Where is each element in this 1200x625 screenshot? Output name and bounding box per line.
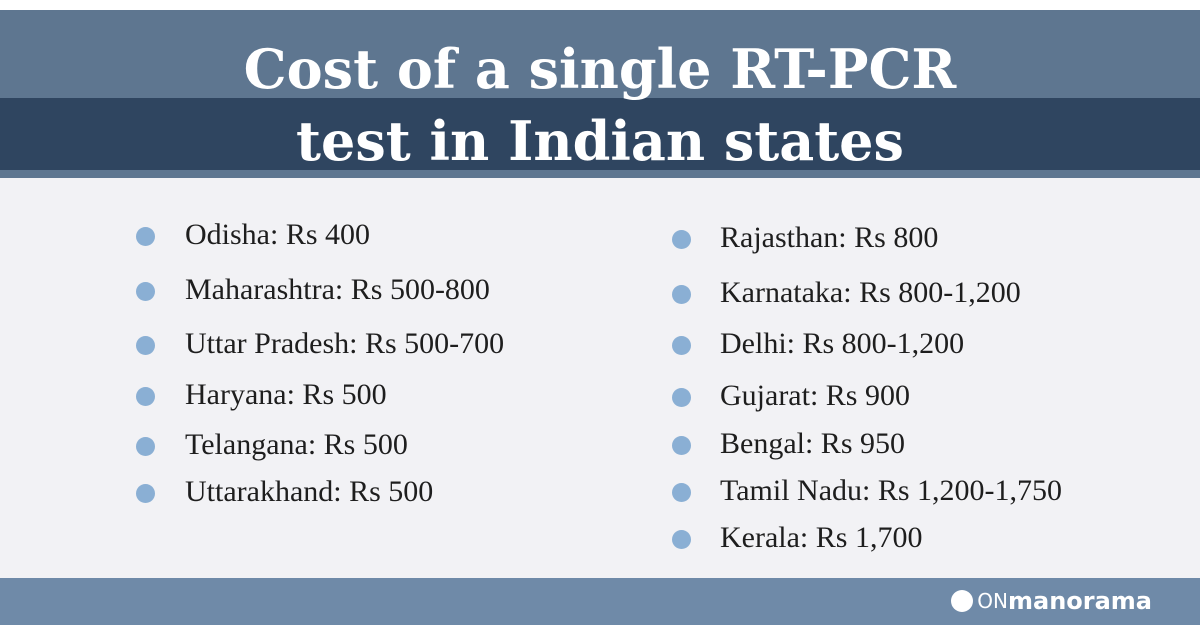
title-line: Cost of a single RT-PCR [243, 37, 957, 101]
bullet [672, 530, 691, 549]
bullet [672, 483, 691, 502]
bullet [136, 437, 155, 456]
bullet [136, 387, 155, 406]
brand-prefix: ON [977, 589, 1008, 613]
header-dark-band [0, 98, 1200, 170]
list-item: Uttar Pradesh: Rs 500-700 [185, 327, 505, 360]
logo-icon [951, 590, 974, 612]
list-item: Karnataka: Rs 800-1,200 [720, 276, 1021, 309]
list-item: Bengal: Rs 950 [720, 427, 905, 460]
list-item: Tamil Nadu: Rs 1,200-1,750 [720, 474, 1063, 507]
title-line: test in Indian states [296, 109, 904, 173]
list-item: Rajasthan: Rs 800 [720, 221, 939, 254]
bullet [136, 336, 155, 355]
list-item: Kerala: Rs 1,700 [720, 521, 923, 554]
top-margin [0, 0, 1200, 10]
list-item: Odisha: Rs 400 [185, 218, 371, 251]
bullet [136, 282, 155, 301]
brand-name: manorama [1007, 587, 1152, 615]
list-item: Haryana: Rs 500 [185, 378, 387, 411]
bullet [672, 336, 691, 355]
list-item: Maharashtra: Rs 500-800 [185, 273, 490, 306]
bullet [136, 227, 155, 246]
list-item: Uttarakhand: Rs 500 [185, 475, 434, 508]
bullet [136, 484, 155, 503]
footer-band [0, 578, 1200, 625]
bullet [672, 285, 691, 304]
list-item: Telangana: Rs 500 [185, 428, 408, 461]
brand-logo: ON manorama [951, 585, 1152, 617]
bullet [672, 436, 691, 455]
list-item: Delhi: Rs 800-1,200 [720, 327, 965, 360]
bullet [672, 230, 691, 249]
bullet [672, 388, 691, 407]
list-item: Gujarat: Rs 900 [720, 379, 910, 412]
